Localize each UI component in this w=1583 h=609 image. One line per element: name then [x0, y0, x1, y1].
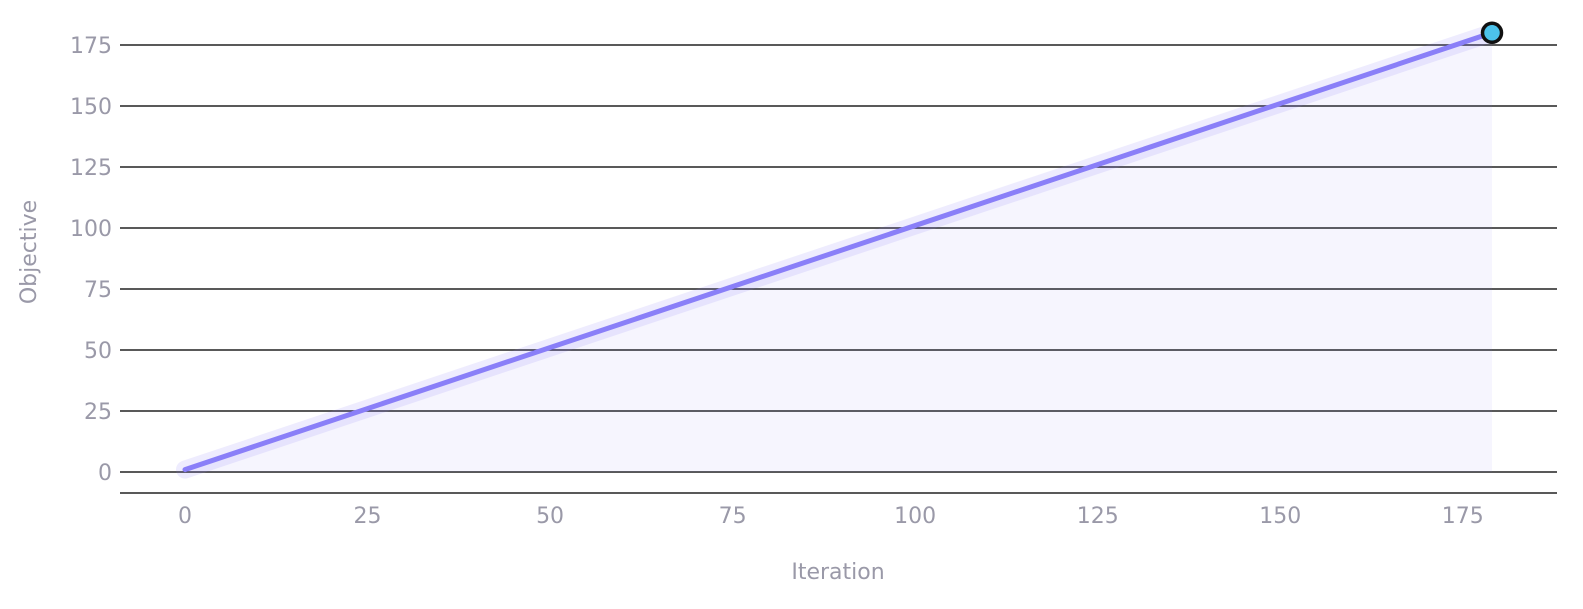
y-tick-label: 0	[98, 461, 112, 486]
x-tick-label: 50	[536, 504, 564, 529]
end-marker	[1480, 21, 1504, 45]
x-tick-label: 150	[1259, 504, 1301, 529]
y-tick-label: 125	[70, 156, 112, 181]
x-axis-title: Iteration	[791, 560, 884, 585]
y-tick-label: 100	[70, 217, 112, 242]
line	[182, 30, 1495, 473]
x-tick-label: 0	[178, 504, 192, 529]
y-tick-label: 25	[84, 400, 112, 425]
x-tick-label: 75	[719, 504, 747, 529]
y-tick-label: 150	[70, 95, 112, 120]
y-axis-title: Objective	[17, 200, 42, 304]
x-tick-label: 125	[1077, 504, 1119, 529]
y-tick-label: 50	[84, 339, 112, 364]
x-tick-label: 25	[354, 504, 382, 529]
x-tick-label: 100	[894, 504, 936, 529]
x-tick-label: 175	[1442, 504, 1484, 529]
y-tick-label: 175	[70, 34, 112, 59]
y-tick-label: 75	[84, 278, 112, 303]
